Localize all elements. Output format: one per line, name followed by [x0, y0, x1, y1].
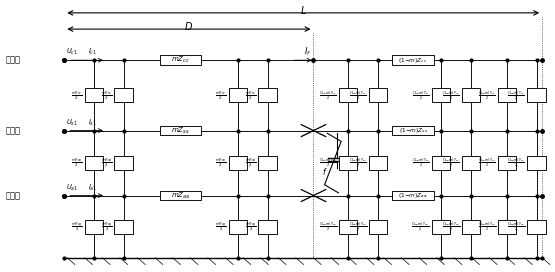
Text: $(1{-}m)Z_{ss}$: $(1{-}m)Z_{ss}$ [398, 126, 428, 135]
Text: $\frac{mY_{ag}}{2}$: $\frac{mY_{ag}}{2}$ [215, 220, 226, 233]
Text: $mZ_{cc}$: $mZ_{cc}$ [171, 55, 190, 65]
Text: $I_{s1}$: $I_{s1}$ [88, 118, 97, 128]
Bar [339, 88, 357, 103]
Text: $\frac{(1{-}m)Y_{cs}}{2}$: $\frac{(1{-}m)Y_{cs}}{2}$ [349, 89, 367, 101]
Text: $\frac{mY_{ag}}{2}$: $\frac{mY_{ag}}{2}$ [245, 220, 256, 233]
Bar [462, 156, 481, 170]
Text: $\frac{mY_{cs}}{2}$: $\frac{mY_{cs}}{2}$ [245, 89, 256, 101]
Text: $U_{a1}$: $U_{a1}$ [66, 182, 78, 193]
Bar [527, 88, 546, 103]
Text: $\frac{mY_{cs}}{2}$: $\frac{mY_{cs}}{2}$ [101, 89, 112, 101]
Bar [369, 220, 387, 234]
Text: $\frac{(1{-}m)Y_{ag}}{2}$: $\frac{(1{-}m)Y_{ag}}{2}$ [349, 220, 367, 233]
Bar [160, 191, 201, 200]
Bar [84, 156, 103, 170]
Text: $\frac{(1{-}m)Y_{ag}}{2}$: $\frac{(1{-}m)Y_{ag}}{2}$ [442, 220, 460, 233]
Text: $\frac{(1{-}m)Y_{sa}}{2}$: $\frac{(1{-}m)Y_{sa}}{2}$ [319, 157, 337, 169]
Bar [84, 220, 103, 234]
Text: $D$: $D$ [184, 20, 194, 32]
Text: $\frac{(1{-}m)Y_{ag}}{2}$: $\frac{(1{-}m)Y_{ag}}{2}$ [478, 220, 496, 233]
Text: 护套层: 护套层 [5, 126, 20, 135]
Bar [160, 126, 201, 135]
Text: $\frac{(1{-}m)Y_{sa}}{2}$: $\frac{(1{-}m)Y_{sa}}{2}$ [442, 157, 460, 169]
Text: $(1{-}m)Z_{aa}$: $(1{-}m)Z_{aa}$ [398, 191, 428, 200]
Bar [229, 156, 247, 170]
Text: $I_{c1}$: $I_{c1}$ [88, 47, 97, 57]
Text: $\frac{mY_{cs}}{2}$: $\frac{mY_{cs}}{2}$ [215, 89, 226, 101]
Text: $L$: $L$ [300, 4, 307, 16]
Bar [114, 220, 133, 234]
Text: $U_{c1}$: $U_{c1}$ [66, 47, 78, 57]
Bar [498, 220, 516, 234]
Bar [259, 220, 277, 234]
Text: $\frac{mY_{sa}}{2}$: $\frac{mY_{sa}}{2}$ [215, 157, 226, 169]
Text: $\frac{mY_{sa}}{2}$: $\frac{mY_{sa}}{2}$ [71, 157, 82, 169]
Text: 缆芯层: 缆芯层 [5, 56, 20, 65]
Text: $\frac{mY_{ag}}{2}$: $\frac{mY_{ag}}{2}$ [100, 220, 112, 233]
Bar [432, 88, 450, 103]
Bar [432, 220, 450, 234]
Bar [369, 88, 387, 103]
Bar [369, 156, 387, 170]
Bar [462, 88, 481, 103]
Bar [339, 156, 357, 170]
Text: $(1{-}m)Z_{cc}$: $(1{-}m)Z_{cc}$ [398, 56, 428, 65]
Bar [392, 126, 434, 135]
Text: $mZ_{aa}$: $mZ_{aa}$ [171, 190, 190, 201]
Bar [229, 220, 247, 234]
Text: $\frac{mY_{cs}}{2}$: $\frac{mY_{cs}}{2}$ [71, 89, 82, 101]
Bar [392, 191, 434, 200]
Text: $\frac{(1{-}m)Y_{cs}}{2}$: $\frac{(1{-}m)Y_{cs}}{2}$ [478, 89, 496, 101]
Bar [114, 156, 133, 170]
Bar [527, 156, 546, 170]
Bar [84, 88, 103, 103]
Bar [498, 88, 516, 103]
Bar [392, 55, 434, 65]
Text: $\frac{(1{-}m)Y_{sa}}{2}$: $\frac{(1{-}m)Y_{sa}}{2}$ [349, 157, 367, 169]
Text: $\frac{(1{-}m)Y_{sa}}{2}$: $\frac{(1{-}m)Y_{sa}}{2}$ [478, 157, 496, 169]
Bar [229, 88, 247, 103]
Text: $\frac{(1{-}m)Y_{cs}}{2}$: $\frac{(1{-}m)Y_{cs}}{2}$ [442, 89, 460, 101]
Bar [432, 156, 450, 170]
Text: $\frac{(1{-}m)Y_{cs}}{2}$: $\frac{(1{-}m)Y_{cs}}{2}$ [412, 89, 430, 101]
Text: 铠装层: 铠装层 [5, 191, 20, 200]
Text: $f$: $f$ [322, 166, 327, 177]
Text: $\frac{mY_{sa}}{2}$: $\frac{mY_{sa}}{2}$ [245, 157, 256, 169]
Bar [259, 156, 277, 170]
Text: $\frac{mY_{ag}}{2}$: $\frac{mY_{ag}}{2}$ [71, 220, 82, 233]
Bar [114, 88, 133, 103]
Text: $U_{s1}$: $U_{s1}$ [66, 118, 78, 128]
Text: $\frac{(1{-}m)Y_{cs}}{2}$: $\frac{(1{-}m)Y_{cs}}{2}$ [319, 89, 337, 101]
Bar [462, 220, 481, 234]
Text: $\frac{(1{-}m)Y_{sa}}{2}$: $\frac{(1{-}m)Y_{sa}}{2}$ [412, 157, 430, 169]
Text: $\frac{(1{-}m)Y_{sa}}{2}$: $\frac{(1{-}m)Y_{sa}}{2}$ [507, 157, 525, 169]
Bar [339, 220, 357, 234]
Bar [259, 88, 277, 103]
Bar [527, 220, 546, 234]
Text: $\frac{(1{-}m)Y_{ag}}{2}$: $\frac{(1{-}m)Y_{ag}}{2}$ [411, 220, 430, 233]
Text: $\frac{(1{-}m)Y_{cs}}{2}$: $\frac{(1{-}m)Y_{cs}}{2}$ [507, 89, 525, 101]
Text: $\frac{mY_{sa}}{2}$: $\frac{mY_{sa}}{2}$ [101, 157, 112, 169]
Text: $I_{a1}$: $I_{a1}$ [88, 182, 97, 193]
Text: $\frac{(1{-}m)Y_{ag}}{2}$: $\frac{(1{-}m)Y_{ag}}{2}$ [319, 220, 337, 233]
Text: $\frac{(1{-}m)Y_{ag}}{2}$: $\frac{(1{-}m)Y_{ag}}{2}$ [507, 220, 525, 233]
Bar [160, 55, 201, 65]
Bar [498, 156, 516, 170]
Text: $I_f$: $I_f$ [304, 45, 311, 58]
Text: $mZ_{ss}$: $mZ_{ss}$ [171, 125, 190, 136]
